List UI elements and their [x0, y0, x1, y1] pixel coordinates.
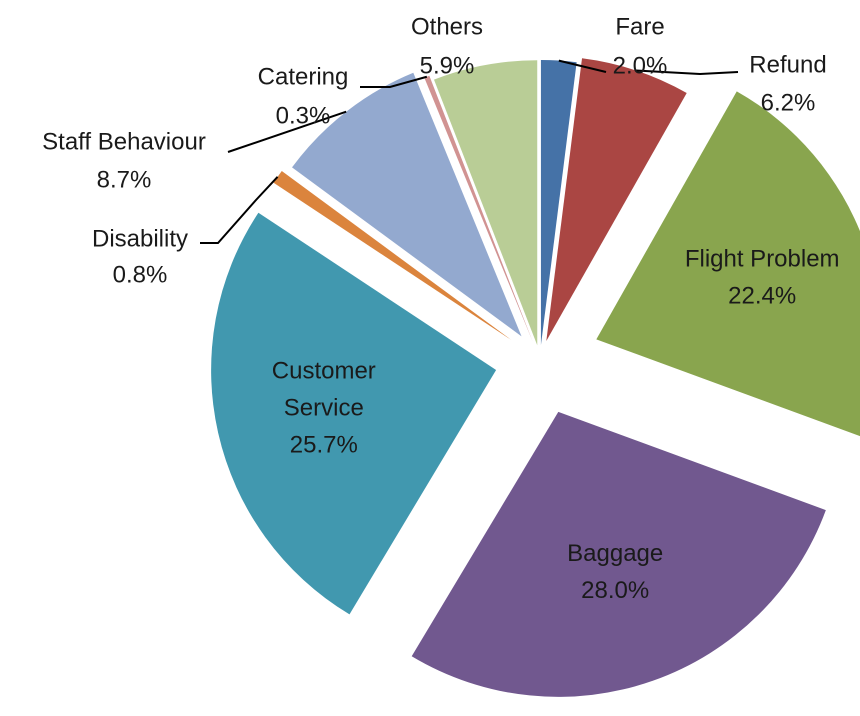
pie-slice-catering: [424, 75, 533, 342]
slice-label-refund: Refund: [749, 51, 826, 78]
pie-slice-staff-behaviour: [292, 72, 522, 337]
leader-line-fare: [558, 59, 607, 73]
slice-value-fare: 2.0%: [613, 52, 668, 79]
slice-value-refund: 6.2%: [761, 89, 816, 116]
slice-value-flight-problem: 22.4%: [728, 282, 796, 309]
pie-slice-disability: [273, 171, 512, 340]
slice-label-disability: Disability: [92, 225, 188, 252]
pie-slice-customer-service: [211, 212, 497, 615]
slice-label-fare: Fare: [615, 13, 664, 40]
slice-value-customer-service: 25.7%: [290, 431, 358, 458]
pie-slice-fare: [540, 60, 577, 346]
leader-line-staff-behaviour: [227, 110, 347, 153]
leader-line-disability: [200, 176, 279, 244]
slice-label-others: Others: [411, 13, 483, 40]
leader-line-refund: [636, 69, 739, 76]
slice-label-flight-problem: Flight Problem: [685, 245, 840, 272]
slice-value-staff-behaviour: 8.7%: [97, 166, 152, 193]
pie-slice-baggage: [411, 411, 826, 697]
slice-value-catering: 0.3%: [276, 102, 331, 129]
leader-line-catering: [360, 75, 428, 88]
slice-value-baggage: 28.0%: [581, 577, 649, 604]
slice-labels: Fare 2.0% Refund 6.2% Flight Problem 22.4% Bag…: [42, 13, 839, 604]
pie-slice-flight-problem: [596, 91, 860, 437]
slice-value-others: 5.9%: [420, 52, 475, 79]
pie-slice-refund: [546, 58, 687, 342]
slice-label-customer-service: Service: [284, 394, 364, 421]
slice-value-disability: 0.8%: [113, 261, 168, 288]
pie-slices: [211, 58, 860, 697]
slice-label-staff-behaviour: Staff Behaviour: [42, 128, 206, 155]
leader-lines: [200, 59, 739, 244]
slice-label-catering: Catering: [258, 63, 349, 90]
pie-slice-others: [433, 60, 538, 346]
slice-label-baggage: Baggage: [567, 540, 663, 567]
slice-label-customer-service: Customer: [272, 357, 376, 384]
